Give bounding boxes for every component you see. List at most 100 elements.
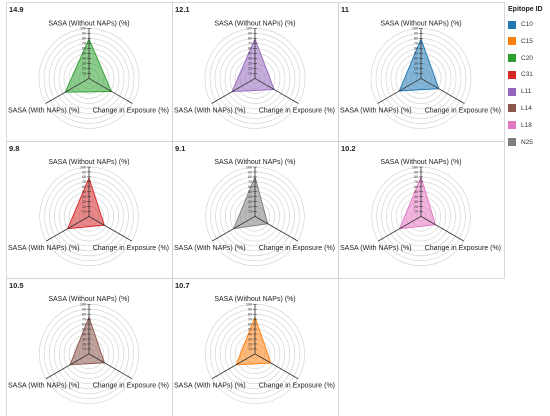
panel-title: 10.7: [175, 281, 190, 290]
tick-label: 100: [246, 303, 252, 307]
axis-label: SASA (With NAPs) (%): [174, 107, 246, 114]
axis-label: SASA (With NAPs) (%): [340, 245, 412, 252]
panel-title: 11: [341, 5, 349, 14]
legend-swatch: [508, 20, 516, 29]
tick-label: 60: [82, 322, 86, 326]
legend-item: N25: [508, 137, 550, 148]
tick-label: 20: [248, 67, 252, 71]
legend-label: C31: [521, 71, 533, 79]
axis-label: Change in Exposure (%): [259, 383, 335, 390]
tick-label: 80: [414, 175, 418, 179]
axis-label: SASA (With NAPs) (%): [340, 107, 412, 114]
tick-label: 20: [82, 342, 86, 346]
legend: Epitope ID C10 C15 C20 C31 L11 L14 L18 N25: [508, 6, 550, 153]
tick-label: 60: [414, 47, 418, 51]
axis-label: SASA (With NAPs) (%): [8, 245, 80, 252]
panel-title: 14.9: [9, 5, 24, 14]
axis-label: Change in Exposure (%): [93, 107, 169, 114]
panel-title: 9.8: [9, 144, 19, 153]
tick-label: 10: [248, 210, 252, 214]
panel-border: [172, 278, 339, 416]
tick-label: 70: [414, 42, 418, 46]
panel-title: 12.1: [175, 5, 190, 14]
tick-label: 90: [414, 32, 418, 36]
panel-title: 9.1: [175, 144, 185, 153]
legend-item: C15: [508, 36, 550, 47]
axis-label: SASA (Without NAPs) (%): [214, 159, 295, 166]
tick-label: 60: [248, 322, 252, 326]
axis-label: SASA (Without NAPs) (%): [214, 20, 295, 27]
tick-label: 70: [82, 42, 86, 46]
axis-label: SASA (With NAPs) (%): [8, 383, 80, 390]
series-area: [398, 175, 437, 230]
legend-item: L18: [508, 120, 550, 131]
axis-line: [88, 353, 133, 380]
legend-label: L18: [521, 121, 532, 129]
legend-item: C20: [508, 53, 550, 64]
tick-label: 30: [248, 337, 252, 341]
axis-label: SASA (Without NAPs) (%): [214, 296, 295, 303]
tick-label: 80: [248, 37, 252, 41]
tick-label: 50: [414, 190, 418, 194]
panel-border: [338, 141, 505, 279]
axis-line: [45, 78, 90, 104]
tick-label: 30: [248, 200, 252, 204]
axis-label: SASA (Without NAPs) (%): [48, 159, 129, 166]
tick-label: 50: [82, 327, 86, 331]
tick-label: 60: [248, 185, 252, 189]
axis-label: Change in Exposure (%): [259, 107, 335, 114]
tick-label: 30: [82, 62, 86, 66]
tick-label: 20: [248, 342, 252, 346]
axis-label: SASA (Without NAPs) (%): [380, 20, 461, 27]
tick-label: 100: [80, 303, 86, 307]
legend-swatch: [508, 37, 516, 46]
tick-label: 10: [82, 72, 86, 76]
tick-label: 50: [248, 52, 252, 56]
tick-label: 20: [82, 67, 86, 71]
axis-label: SASA (Without NAPs) (%): [48, 296, 129, 303]
series-area: [66, 176, 106, 230]
tick-label: 20: [82, 205, 86, 209]
tick-label: 90: [248, 170, 252, 174]
axis-label: Change in Exposure (%): [259, 245, 335, 252]
tick-label: 60: [82, 185, 86, 189]
axis-line: [211, 353, 256, 380]
legend-swatch: [508, 104, 516, 113]
tick-label: 30: [414, 62, 418, 66]
tick-label: 10: [414, 72, 418, 76]
tick-label: 20: [248, 205, 252, 209]
tick-label: 100: [80, 27, 86, 31]
axis-label: SASA (Without NAPs) (%): [380, 159, 461, 166]
axis-line: [420, 216, 464, 242]
tick-label: 40: [82, 57, 86, 61]
tick-label: 80: [414, 37, 418, 41]
tick-label: 70: [248, 317, 252, 321]
tick-label: 10: [248, 72, 252, 76]
axis-line: [45, 353, 90, 380]
axis-label: SASA (With NAPs) (%): [174, 245, 246, 252]
series-area: [235, 315, 272, 366]
axis-label: Change in Exposure (%): [93, 245, 169, 252]
legend-item: L14: [508, 103, 550, 114]
tick-label: 30: [414, 200, 418, 204]
tick-label: 40: [414, 57, 418, 61]
tick-label: 70: [82, 180, 86, 184]
tick-label: 100: [246, 165, 252, 169]
tick-label: 80: [248, 312, 252, 316]
tick-label: 90: [248, 32, 252, 36]
tick-label: 80: [248, 175, 252, 179]
legend-item: C10: [508, 19, 550, 30]
tick-label: 40: [248, 57, 252, 61]
axis-label: SASA (Without NAPs) (%): [48, 20, 129, 27]
tick-label: 50: [248, 327, 252, 331]
tick-label: 90: [82, 307, 86, 311]
axis-label: Change in Exposure (%): [93, 383, 169, 390]
legend-swatch: [508, 54, 516, 63]
tick-label: 10: [248, 347, 252, 351]
